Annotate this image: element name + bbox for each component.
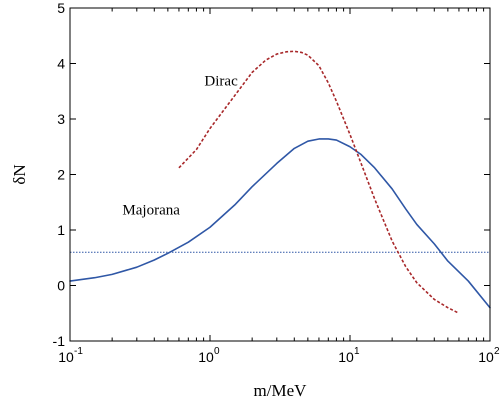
x-axis-title: m/MeV (254, 381, 308, 400)
x-tick-label: 10 0 (198, 346, 220, 365)
series-line-majorana (69, 138, 491, 309)
x-tick-label-base: 10 (58, 349, 74, 365)
x-tick-label-base: 10 (198, 349, 214, 365)
x-tick-label-exponent: 0 (214, 346, 220, 357)
y-tick-label: 1 (57, 222, 65, 238)
y-tick-label: 0 (57, 278, 65, 294)
y-axis-title: δN (10, 164, 29, 184)
y-tick-labels: -1 0 1 2 3 4 5 (53, 0, 66, 349)
y-tick-label: 2 (57, 167, 65, 183)
x-tick-labels: 10 -1 10 0 10 1 10 2 (58, 346, 500, 365)
y-tick-label: -1 (53, 333, 66, 349)
x-tick-label: 10 2 (478, 346, 500, 365)
x-tick-label-base: 10 (478, 349, 494, 365)
x-tick-label: 10 -1 (58, 346, 83, 365)
y-tick-label: 5 (57, 0, 65, 16)
y-tick-label: 4 (57, 56, 65, 72)
x-tick-label-base: 10 (338, 349, 354, 365)
annotation-majorana: Majorana (122, 202, 180, 218)
series-line-dirac (178, 50, 460, 314)
x-tick-label-exponent: 2 (494, 346, 500, 357)
plot-frame (69, 7, 491, 342)
x-tick-label: 10 1 (338, 346, 360, 365)
series-group (69, 50, 491, 314)
annotation-dirac: Dirac (204, 74, 238, 90)
annotations: Dirac Majorana (122, 74, 238, 219)
x-tick-label-exponent: 1 (354, 346, 360, 357)
x-tick-label-exponent: -1 (74, 346, 83, 357)
tick-marks (69, 7, 491, 342)
y-tick-label: 3 (57, 111, 65, 127)
